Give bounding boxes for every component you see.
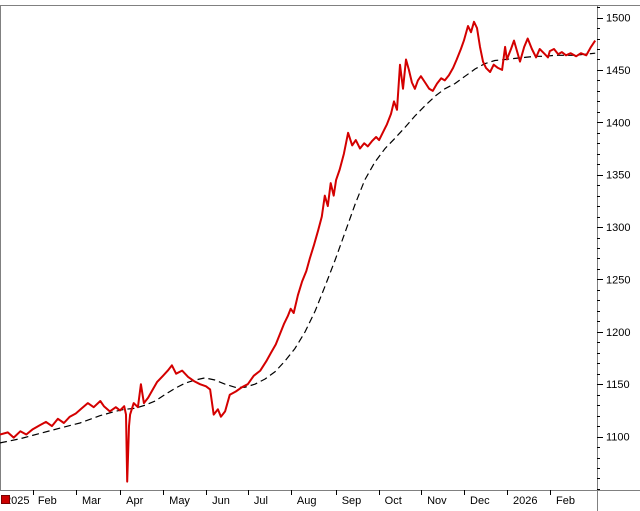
svg-text:1450: 1450 — [606, 65, 630, 77]
svg-text:1200: 1200 — [606, 327, 630, 339]
svg-text:Dec: Dec — [470, 495, 490, 507]
y-axis: 1100 1150 1200 1250 1300 1350 1400 1450 1500 — [597, 7, 630, 490]
svg-text:1250: 1250 — [606, 274, 630, 286]
svg-text:Sep: Sep — [342, 495, 362, 507]
svg-text:Oct: Oct — [385, 495, 402, 507]
svg-text:1300: 1300 — [606, 222, 630, 234]
svg-text:1500: 1500 — [606, 13, 630, 25]
chart-frame — [0, 5, 640, 511]
x-axis: 2025 Feb Mar Apr May Jun Jul Aug Sep Oct Nov Dec 202… — [5, 490, 575, 507]
svg-text:1350: 1350 — [606, 170, 630, 182]
svg-text:Aug: Aug — [297, 495, 317, 507]
chart-brand-marker-icon — [1, 495, 10, 504]
svg-text:1400: 1400 — [606, 117, 630, 129]
svg-text:Jul: Jul — [254, 495, 268, 507]
series-moving-average — [0, 52, 596, 444]
svg-text:Apr: Apr — [126, 495, 143, 507]
svg-text:Jun: Jun — [212, 495, 230, 507]
svg-text:1100: 1100 — [606, 432, 630, 444]
svg-text:2026: 2026 — [513, 495, 537, 507]
series-price — [0, 20, 597, 483]
svg-text:Mar: Mar — [82, 495, 101, 507]
svg-text:1150: 1150 — [606, 379, 630, 391]
svg-text:Nov: Nov — [427, 495, 447, 507]
svg-text:Feb: Feb — [38, 495, 57, 507]
svg-text:2025: 2025 — [5, 495, 29, 507]
svg-text:Feb: Feb — [556, 495, 575, 507]
svg-text:May: May — [169, 495, 190, 507]
